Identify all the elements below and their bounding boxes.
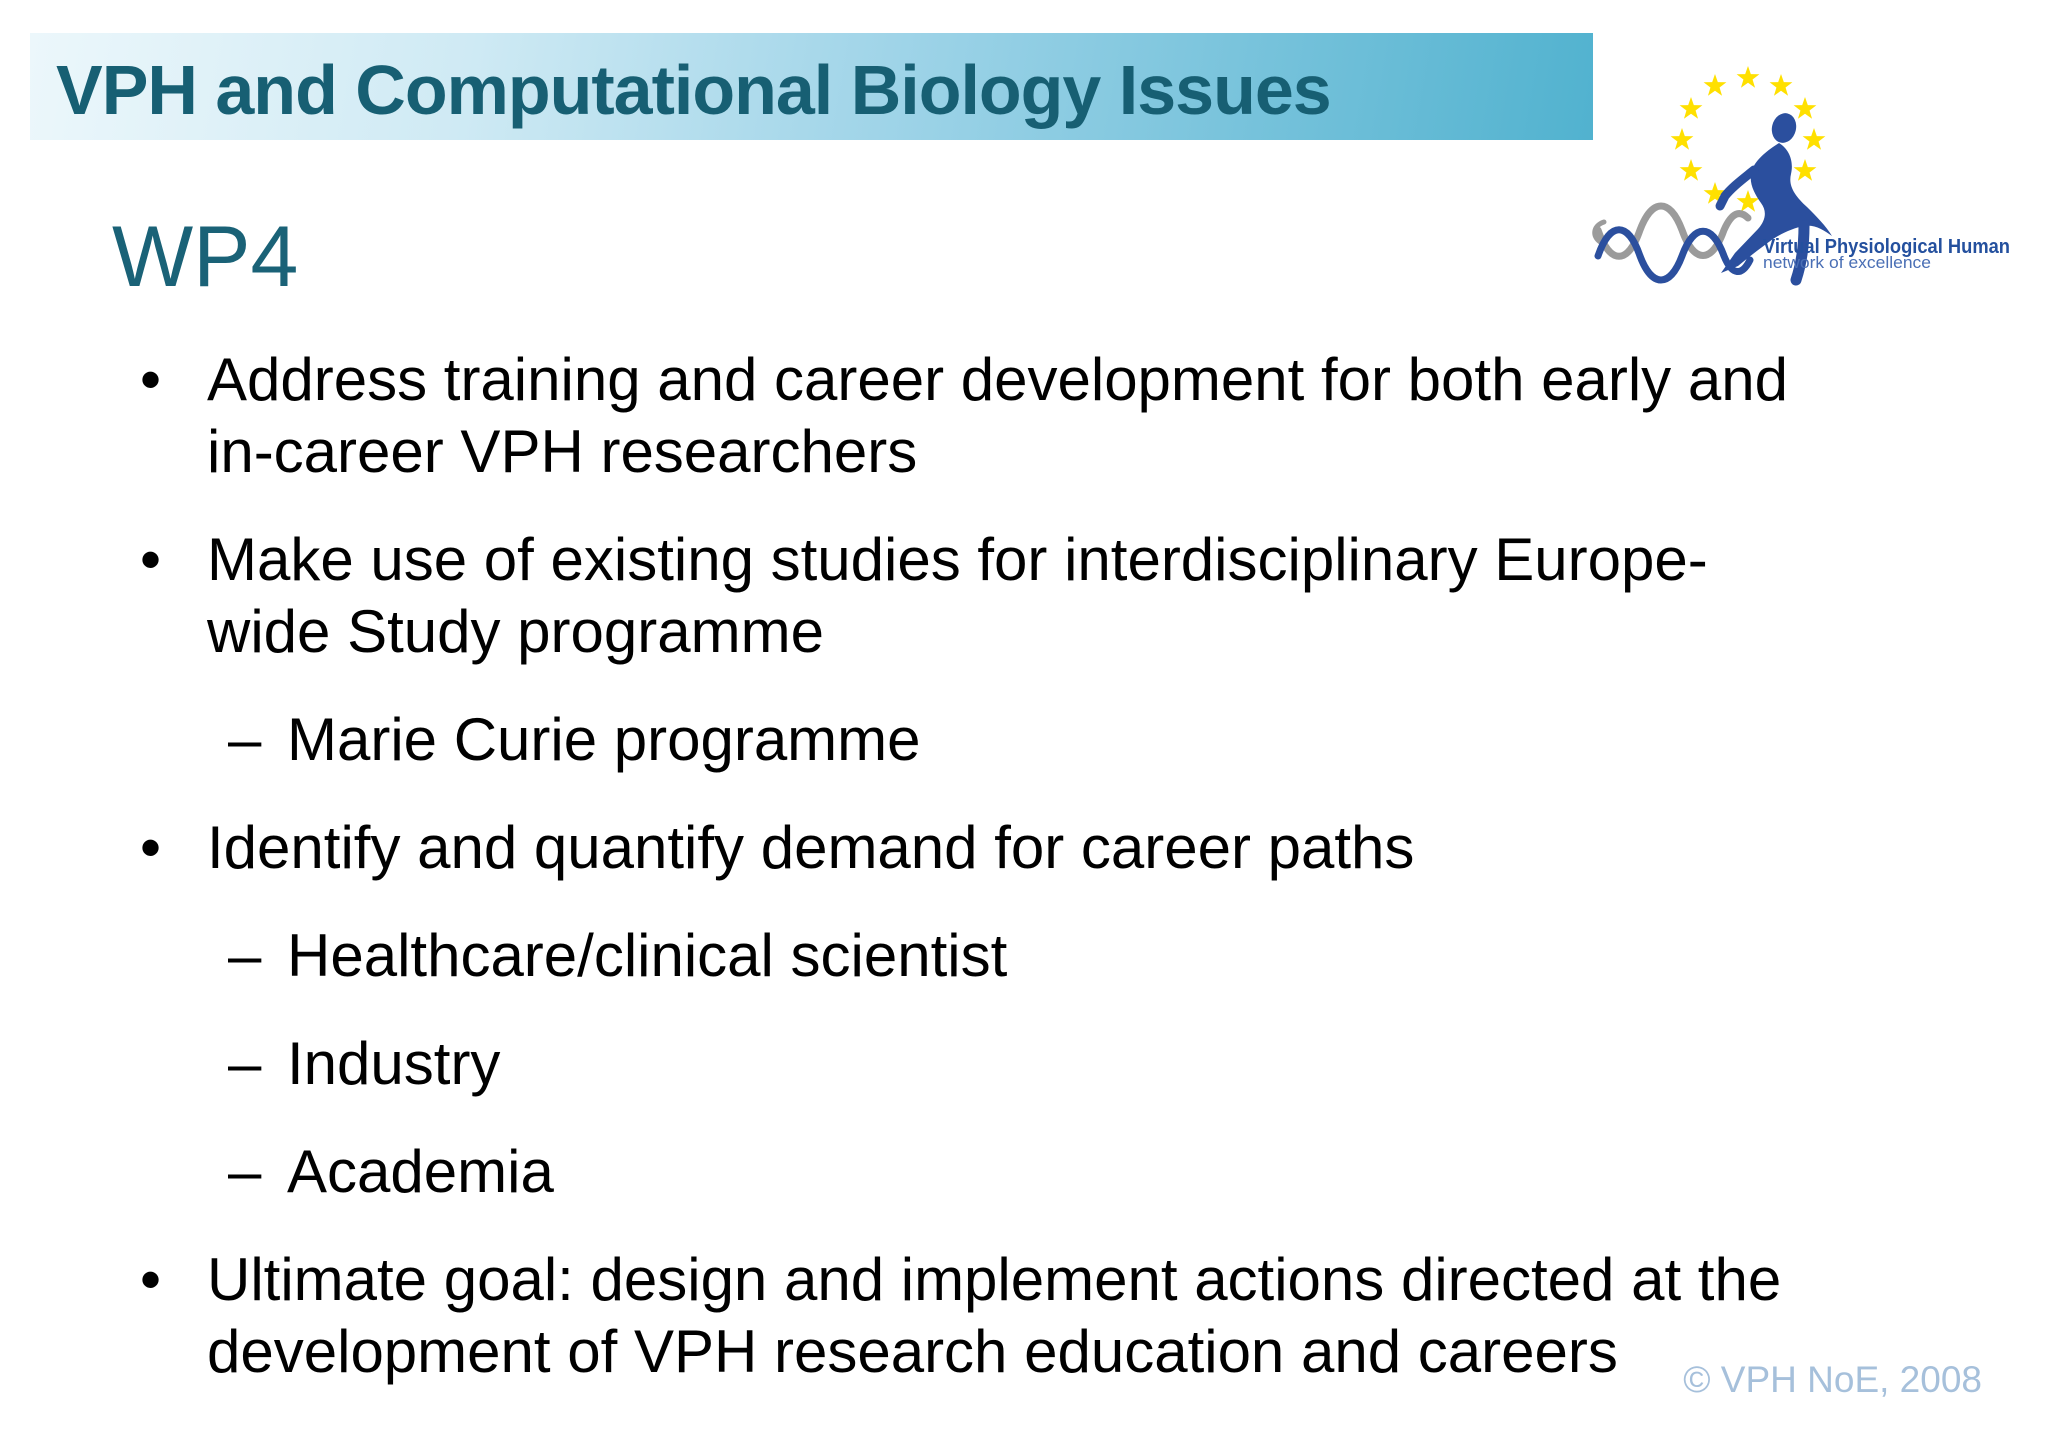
bullet-item: • Identify and quantify demand for caree…	[140, 812, 2020, 884]
bullet-line: Identify and quantify demand for career …	[207, 814, 1415, 881]
logo-wordmark: Virtual Physiological Human	[1763, 236, 2010, 258]
slide-title: VPH and Computational Biology Issues	[56, 50, 1332, 129]
bullet-line: Healthcare/clinical scientist	[287, 922, 1008, 989]
bullet-text: Healthcare/clinical scientist	[287, 920, 1007, 992]
bullet-text: Marie Curie programme	[287, 704, 921, 776]
bullet-text: Academia	[287, 1136, 554, 1208]
copyright-text: © VPH NoE, 2008	[1683, 1359, 1982, 1400]
bullet-line: in-career VPH researchers	[207, 418, 918, 485]
bullet-line: Academia	[287, 1138, 554, 1205]
slide-title-bar: VPH and Computational Biology Issues	[30, 33, 1593, 140]
bullet-line: Make use of existing studies for interdi…	[207, 526, 1708, 593]
bullet-line: Address training and career development …	[207, 346, 1788, 413]
dash-marker: –	[228, 1030, 262, 1097]
bullet-text: Make use of existing studies for interdi…	[207, 524, 1708, 668]
bullet-text: Identify and quantify demand for career …	[207, 812, 1414, 884]
sub-bullet-item: – Academia	[228, 1136, 2020, 1208]
vph-noe-logo: Virtual Physiological Human network of e…	[1592, 66, 2010, 286]
wp4-heading: WP4	[112, 209, 299, 305]
bullet-text: Industry	[287, 1028, 500, 1100]
bullet-line: Ultimate goal: design and implement acti…	[207, 1246, 1782, 1313]
bullet-line: wide Study programme	[207, 598, 824, 665]
bullet-item: • Make use of existing studies for inter…	[140, 524, 2020, 668]
logo-tagline: network of excellence	[1763, 253, 1931, 272]
dash-marker: –	[228, 1138, 262, 1205]
bullet-line: development of VPH research education an…	[207, 1318, 1618, 1385]
bullet-text: Ultimate goal: design and implement acti…	[207, 1244, 1781, 1388]
bullet-item: • Ultimate goal: design and implement ac…	[140, 1244, 2020, 1388]
bullet-list: • Address training and career developmen…	[140, 344, 2020, 1388]
sub-bullet-item: – Marie Curie programme	[228, 704, 2020, 776]
sub-bullet-item: – Healthcare/clinical scientist	[228, 920, 2020, 992]
bullet-line: Industry	[287, 1030, 501, 1097]
bullet-item: • Address training and career developmen…	[140, 344, 2020, 488]
eu-stars-icon	[1670, 66, 1826, 212]
bullet-line: Marie Curie programme	[287, 706, 921, 773]
bullet-marker: •	[140, 526, 162, 593]
bullet-text: Address training and career development …	[207, 344, 1788, 488]
dash-marker: –	[228, 922, 262, 989]
bullet-marker: •	[140, 1246, 162, 1313]
bullet-marker: •	[140, 346, 162, 413]
dash-marker: –	[228, 706, 262, 773]
runner-figure-icon	[1715, 113, 1832, 286]
sub-bullet-item: – Industry	[228, 1028, 2020, 1100]
bullet-marker: •	[140, 814, 162, 881]
